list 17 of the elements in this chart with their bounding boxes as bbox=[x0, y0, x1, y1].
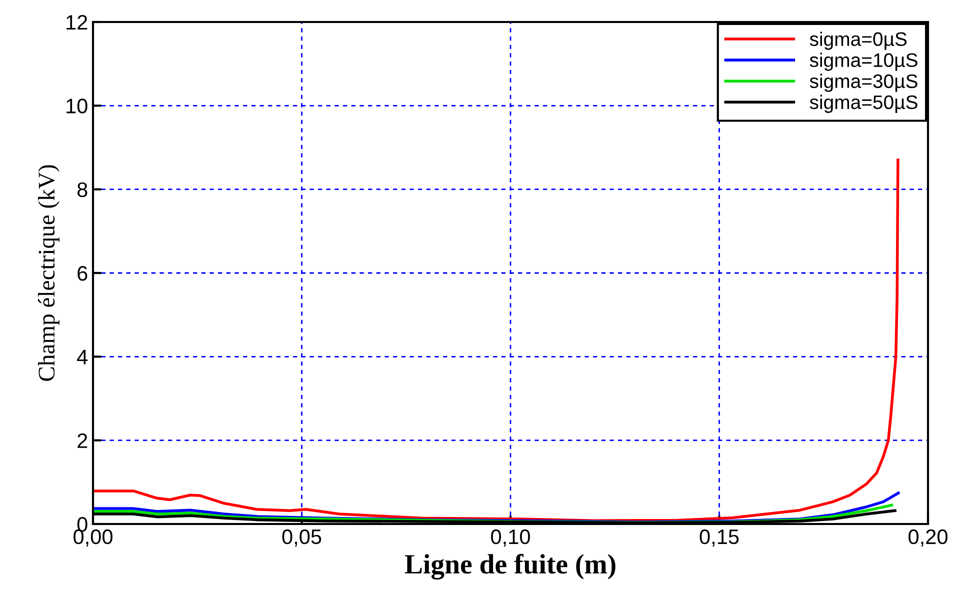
x-tick-label: 0,05 bbox=[282, 529, 322, 547]
legend-label: sigma=30µS bbox=[810, 74, 918, 92]
line-series bbox=[93, 158, 900, 522]
legend-label: sigma=0µS bbox=[810, 32, 907, 50]
y-tick-label: 2 bbox=[78, 433, 88, 448]
y-tick-label: 12 bbox=[66, 15, 88, 30]
x-tick-label: 0,20 bbox=[908, 529, 948, 547]
y-tick-label: 6 bbox=[78, 266, 88, 281]
y-tick-label: 8 bbox=[77, 182, 88, 198]
x-axis-title: Ligne de fuite (m) bbox=[404, 554, 616, 580]
legend-label: sigma=10µS bbox=[810, 52, 918, 71]
x-tick-label: 0,15 bbox=[700, 529, 739, 547]
x-tick-label: 0,10 bbox=[491, 529, 530, 547]
y-tick-label: 4 bbox=[77, 350, 88, 364]
legend-label: sigma=50µS bbox=[810, 94, 918, 113]
y-tick-label: 10 bbox=[66, 98, 88, 114]
y-axis-title: Champ électrique (kV) bbox=[38, 165, 60, 381]
